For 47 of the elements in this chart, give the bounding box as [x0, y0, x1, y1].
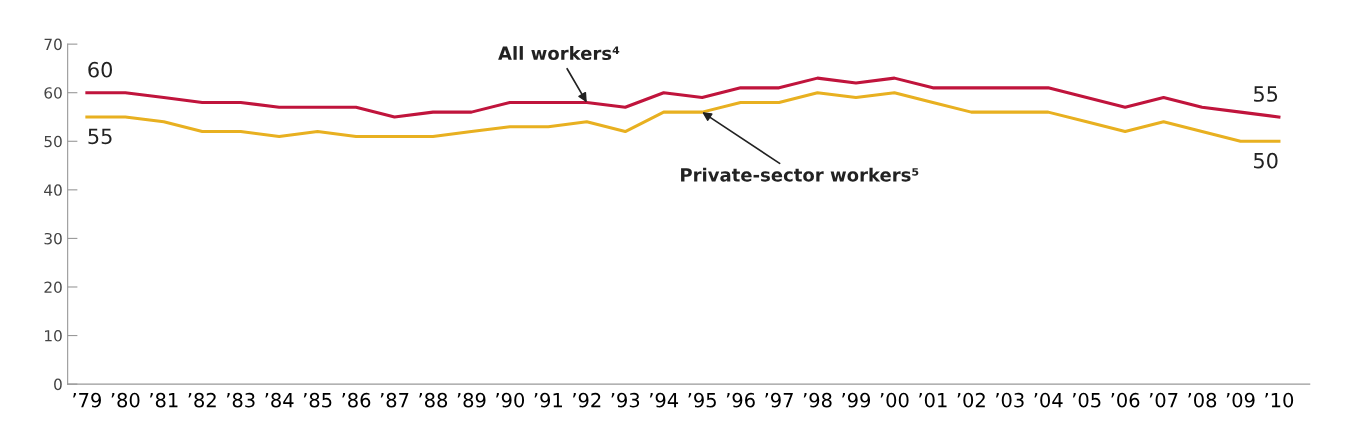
x-tick-label: ’95 [688, 392, 716, 408]
x-tick-label: ’06 [1111, 392, 1140, 408]
x-tick-label: ’00 [880, 392, 909, 408]
x-tick-label: ’08 [1188, 392, 1217, 408]
x-tick-label: ’09 [1226, 392, 1255, 408]
x-tick-label: ’99 [842, 392, 871, 408]
x-tick-label: ’82 [188, 392, 216, 408]
y-tick-label: 30 [44, 232, 62, 245]
x-tick-label: ’92 [573, 392, 601, 408]
x-tick-label: ’89 [457, 392, 486, 408]
x-tick-label: ’80 [111, 392, 140, 408]
x-tick-label: ’10 [1265, 392, 1294, 408]
data-label: 60 [88, 61, 112, 78]
y-tick-label: 0 [54, 378, 62, 391]
data-label: 50 [1254, 152, 1278, 169]
y-tick-label: 10 [45, 330, 62, 342]
x-tick-label: ’01 [919, 392, 947, 408]
x-tick-label: ’03 [995, 392, 1024, 408]
x-tick-label: ’94 [649, 392, 679, 408]
x-tick-label: ’91 [534, 392, 562, 408]
x-tick-label: ’81 [150, 392, 178, 408]
x-tick-label: ’90 [496, 392, 525, 408]
annotation: All workers⁴ [498, 46, 620, 61]
x-tick-label: ’86 [342, 392, 371, 408]
x-tick-label: ’84 [265, 392, 294, 408]
x-tick-label: ’07 [1149, 392, 1178, 408]
x-tick-label: ’05 [1072, 392, 1101, 408]
x-tick-label: ’85 [303, 392, 332, 408]
x-tick-label: ’93 [611, 392, 640, 408]
y-tick-label: 40 [44, 184, 62, 196]
x-tick-label: ’88 [419, 392, 448, 408]
y-tick-label: 60 [44, 87, 62, 99]
x-tick-label: ’96 [726, 392, 755, 408]
annotation: Private-sector workers⁵ [681, 167, 919, 182]
x-tick-label: ’79 [73, 392, 101, 408]
y-tick-label: 50 [44, 135, 62, 148]
x-tick-label: ’98 [803, 392, 832, 408]
y-tick-label: 70 [44, 38, 62, 51]
x-tick-label: ’02 [957, 392, 985, 408]
y-tick-label: 20 [44, 281, 62, 294]
x-tick-label: ’83 [226, 392, 255, 408]
data-label: 55 [1254, 86, 1278, 102]
line-series [85, 76, 1281, 119]
x-tick-label: ’87 [380, 392, 409, 408]
data-label: 55 [88, 128, 112, 145]
x-tick-label: ’04 [1034, 392, 1063, 408]
x-tick-label: ’97 [765, 392, 793, 408]
